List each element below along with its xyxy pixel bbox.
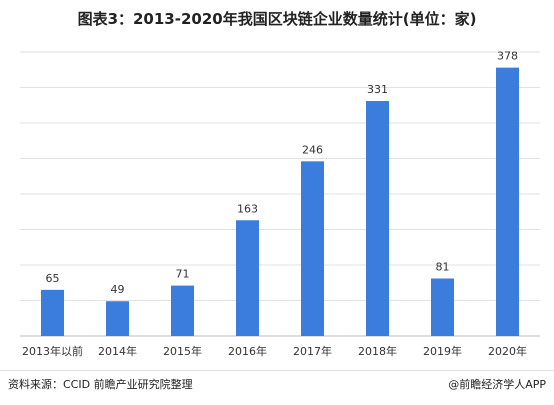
bar (236, 220, 259, 336)
data-label: 163 (237, 202, 258, 215)
bar (366, 100, 389, 337)
x-tick-label: 2020年 (488, 344, 527, 358)
brand-credit: @前瞻经济学人APP (448, 378, 546, 391)
source-note: 资料来源：CCID 前瞻产业研究院整理 (8, 378, 193, 391)
x-tick-label: 2019年 (423, 344, 462, 358)
data-label: 81 (436, 260, 450, 273)
chart-title: 图表3：2013-2020年我国区块链企业数量统计(单位：家) (77, 10, 477, 28)
footer-divider (0, 370, 554, 371)
data-label: 49 (111, 283, 125, 296)
data-label: 246 (302, 143, 323, 156)
data-label: 71 (176, 268, 190, 281)
x-tick-label: 2014年 (98, 344, 137, 358)
x-tick-label: 2013年以前 (22, 344, 83, 358)
x-tick-label: 2016年 (228, 344, 267, 358)
data-label: 65 (46, 272, 60, 285)
footer: 资料来源：CCID 前瞻产业研究院整理 @前瞻经济学人APP (8, 376, 546, 396)
data-labels: 65 49 71 163 246 331 81 378 (46, 50, 519, 297)
bar (171, 285, 194, 336)
x-tick-label: 2017年 (293, 344, 332, 358)
x-tick-label: 2015年 (163, 344, 202, 358)
bar (431, 278, 454, 336)
grid-lines (20, 51, 540, 337)
bar (106, 301, 129, 336)
data-label: 378 (497, 50, 518, 63)
bar (301, 161, 324, 336)
x-axis-ticks: 2013年以前 2014年 2015年 2016年 2017年 2018年 2019年 202… (22, 344, 527, 358)
data-label: 331 (367, 83, 388, 96)
bars (41, 67, 519, 337)
bar (496, 67, 519, 337)
x-tick-label: 2018年 (358, 344, 397, 358)
bar (41, 289, 64, 336)
